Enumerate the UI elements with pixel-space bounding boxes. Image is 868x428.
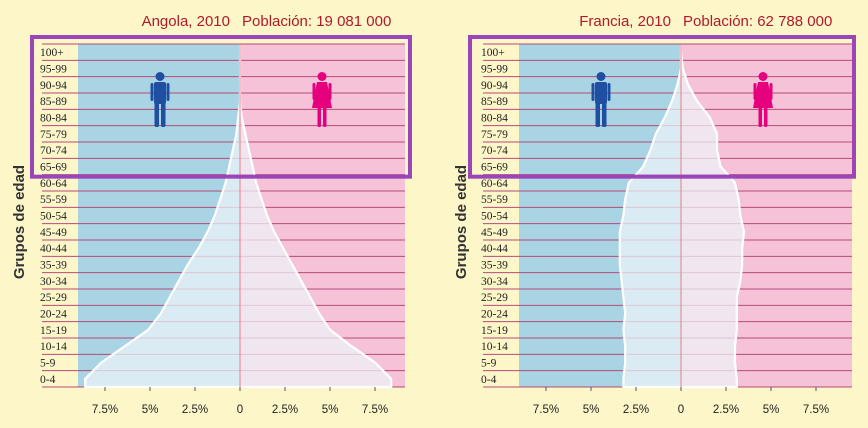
x-tick-label: 2.5%: [272, 404, 298, 416]
age-group-label: 70-74: [481, 145, 508, 157]
age-group-label: 75-79: [481, 129, 508, 141]
age-group-label: 100+: [40, 47, 64, 59]
age-group-label: 15-19: [40, 325, 67, 337]
age-group-label: 10-14: [40, 341, 67, 353]
age-group-label: 60-64: [40, 178, 67, 190]
age-group-label: 95-99: [481, 64, 508, 76]
age-group-label: 30-34: [481, 276, 508, 288]
age-group-label: 80-84: [481, 113, 508, 125]
highlight-frame: [468, 35, 856, 179]
y-axis-label: Grupos de edad: [11, 165, 28, 279]
chart-title-place: Angola, 2010: [142, 13, 230, 30]
highlight-frame: [30, 35, 412, 179]
age-group-label: 55-59: [40, 194, 67, 206]
age-group-label: 35-39: [40, 260, 67, 272]
francia-pyramid-chart: Francia, 2010 Población: 62 788 000 0-4 5-9…: [453, 13, 856, 416]
chart-title-population: Población: 19 081 000: [242, 13, 391, 30]
age-group-label: 45-49: [40, 227, 67, 239]
x-tick-label: 7.5%: [803, 404, 829, 416]
y-axis-label: Grupos de edad: [453, 165, 470, 279]
x-tick-label: 7.5%: [92, 404, 118, 416]
male-icon: [591, 72, 611, 127]
age-group-label: 20-24: [40, 309, 67, 321]
age-group-label: 0-4: [481, 374, 497, 386]
x-tick-label: 2.5%: [623, 404, 649, 416]
age-group-label: 0-4: [40, 374, 56, 386]
chart-title-population: Población: 62 788 000: [683, 13, 832, 30]
age-group-label: 35-39: [481, 260, 508, 272]
age-group-label: 5-9: [481, 358, 497, 370]
age-group-label: 10-14: [481, 341, 508, 353]
age-group-label: 100+: [481, 47, 505, 59]
angola-pyramid-chart: Angola, 2010 Población: 19 081 000 0-4 5-9 1…: [11, 13, 412, 416]
age-group-label: 90-94: [40, 80, 67, 92]
age-group-label: 50-54: [481, 211, 508, 223]
age-group-label: 30-34: [40, 276, 67, 288]
chart-title-place: Francia, 2010: [579, 13, 671, 30]
age-group-label: 15-19: [481, 325, 508, 337]
x-tick-label: 0: [678, 404, 684, 416]
age-group-label: 65-69: [481, 162, 508, 174]
x-tick-label: 5%: [583, 404, 600, 416]
male-icon: [150, 72, 170, 127]
age-group-label: 25-29: [40, 292, 67, 304]
age-group-label: 60-64: [481, 178, 508, 190]
age-group-label: 50-54: [40, 211, 67, 223]
x-tick-label: 0: [237, 404, 243, 416]
female-icon: [753, 72, 773, 127]
female-icon: [312, 72, 332, 127]
x-tick-label: 5%: [322, 404, 339, 416]
age-group-label: 70-74: [40, 145, 67, 157]
age-group-label: 40-44: [40, 243, 67, 255]
age-group-label: 65-69: [40, 162, 67, 174]
age-group-label: 85-89: [40, 96, 67, 108]
age-group-label: 25-29: [481, 292, 508, 304]
x-tick-label: 7.5%: [362, 404, 388, 416]
age-group-label: 85-89: [481, 96, 508, 108]
x-tick-label: 5%: [763, 404, 780, 416]
x-tick-label: 7.5%: [533, 404, 559, 416]
age-group-label: 40-44: [481, 243, 508, 255]
x-tick-label: 2.5%: [713, 404, 739, 416]
age-group-label: 55-59: [481, 194, 508, 206]
age-group-label: 5-9: [40, 358, 56, 370]
age-group-label: 90-94: [481, 80, 508, 92]
x-tick-label: 5%: [142, 404, 159, 416]
x-tick-label: 2.5%: [182, 404, 208, 416]
age-group-label: 75-79: [40, 129, 67, 141]
age-group-label: 20-24: [481, 309, 508, 321]
age-group-label: 95-99: [40, 64, 67, 76]
age-group-label: 45-49: [481, 227, 508, 239]
age-group-label: 80-84: [40, 113, 67, 125]
